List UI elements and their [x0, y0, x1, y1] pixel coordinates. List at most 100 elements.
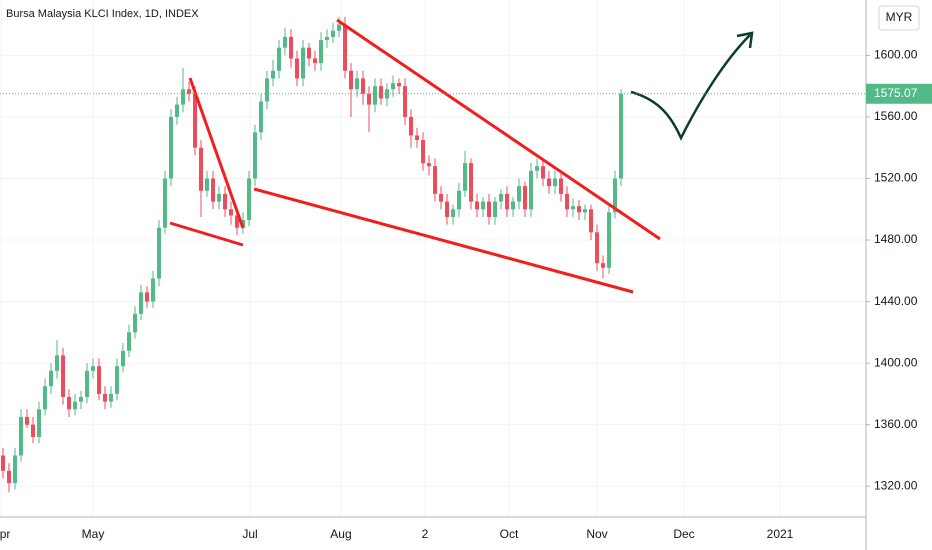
candle-body: [235, 215, 240, 228]
candle-body: [475, 201, 480, 210]
candle-body: [487, 201, 492, 217]
candle-body: [61, 355, 66, 397]
candle-body: [37, 409, 42, 437]
candle-body: [73, 401, 78, 410]
candle-body: [223, 193, 228, 210]
candle-body: [523, 186, 528, 210]
candles: [1, 16, 624, 493]
candle-body: [79, 396, 84, 402]
chart-title: Bursa Malaysia KLCI Index, 1D, INDEX: [6, 8, 199, 20]
candle-body: [595, 232, 600, 264]
candle-body: [55, 355, 60, 371]
x-tick-label: Apr: [0, 527, 10, 541]
candle-body: [577, 206, 582, 213]
candle-body: [493, 201, 498, 217]
candle-body: [607, 212, 612, 268]
candle-body: [199, 147, 204, 191]
candle-body: [127, 332, 132, 351]
candle-body: [133, 313, 138, 333]
arrow-head: [736, 31, 754, 49]
x-tick-label: 2: [422, 527, 429, 541]
candle-body: [145, 292, 150, 302]
candle-body: [403, 86, 408, 117]
candle-body: [337, 24, 342, 31]
x-tick-label: Nov: [586, 527, 607, 541]
candle-body: [313, 58, 318, 64]
candle-body: [397, 83, 402, 87]
candle-body: [379, 86, 384, 99]
candle-body: [193, 93, 198, 148]
candle-body: [277, 47, 282, 71]
candle-body: [109, 393, 114, 402]
candle-body: [343, 24, 348, 71]
candle-body: [445, 201, 450, 217]
candle-body: [319, 40, 324, 64]
candle-body: [175, 104, 180, 117]
price-axis: [866, 0, 932, 550]
candle-body: [13, 455, 18, 484]
candle-body: [49, 370, 54, 387]
candle-body: [451, 209, 456, 217]
candle-body: [565, 193, 570, 210]
candle-body: [499, 193, 504, 202]
candle-body: [361, 78, 366, 94]
candle-body: [7, 470, 12, 484]
candle-body: [529, 170, 534, 210]
candle-body: [121, 350, 126, 367]
candle-body: [421, 140, 426, 164]
trend-line: [253, 187, 634, 294]
currency-box[interactable]: [878, 5, 920, 31]
candle-body: [307, 47, 312, 59]
projection-arrow: [630, 34, 751, 141]
trend-line: [188, 77, 245, 229]
last-price-label: 1575.07: [874, 86, 918, 100]
candle-body: [391, 83, 396, 90]
candle-body: [547, 178, 552, 187]
candle-body: [601, 263, 606, 268]
candle-body: [355, 78, 360, 90]
candle-body: [517, 186, 522, 202]
candle-body: [1, 455, 6, 471]
y-tick-label: 1560.00: [874, 109, 918, 123]
last-price-box: [866, 83, 932, 104]
x-tick-label: 2021: [767, 527, 794, 541]
candle-body: [31, 424, 36, 437]
candle-body: [535, 166, 540, 171]
candle-body: [253, 132, 258, 179]
y-tick-label: 1320.00: [874, 478, 918, 492]
candle-body: [331, 30, 336, 37]
candle-body: [211, 178, 216, 202]
y-tick-label: 1360.00: [874, 417, 918, 431]
candle-body: [85, 370, 90, 397]
candle-body: [367, 93, 372, 105]
candle-body: [481, 201, 486, 210]
candle-body: [283, 36, 288, 48]
candle-body: [103, 393, 108, 402]
y-tick-label: 1480.00: [874, 232, 918, 246]
candle-body: [619, 93, 624, 179]
candle-body: [43, 386, 48, 410]
candle-body: [205, 178, 210, 191]
candle-body: [187, 89, 192, 94]
candle-body: [163, 178, 168, 228]
candle-body: [91, 366, 96, 371]
candle-body: [295, 58, 300, 79]
candle-body: [265, 78, 270, 102]
candle-body: [349, 70, 354, 90]
candle-body: [439, 193, 444, 202]
currency: MYR: [886, 10, 913, 24]
candle-body: [571, 206, 576, 210]
candle-body: [259, 101, 264, 133]
y-tick-label: 1440.00: [874, 294, 918, 308]
x-tick-label: Aug: [330, 527, 351, 541]
candle-body: [271, 70, 276, 79]
candle-body: [559, 178, 564, 194]
candle-body: [19, 416, 24, 456]
candle-body: [169, 116, 174, 179]
candle-body: [409, 116, 414, 136]
candle-body: [151, 278, 156, 302]
candle-body: [157, 227, 162, 279]
x-tick-label: Oct: [500, 527, 519, 541]
